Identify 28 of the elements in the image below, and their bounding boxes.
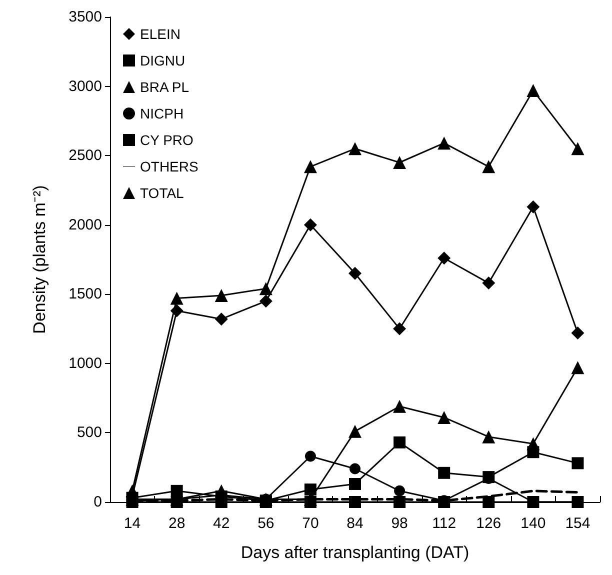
y-tick-label: 2000 xyxy=(68,216,102,234)
x-tick-label: 28 xyxy=(168,515,186,532)
x-tick-label: 98 xyxy=(391,515,408,532)
y-tick-label: 1000 xyxy=(68,354,102,372)
y-axis-title: Density (plants m⁻²) xyxy=(30,185,49,334)
y-tick-label: 0 xyxy=(94,494,102,510)
x-axis-title: Days after transplanting (DAT) xyxy=(240,543,470,562)
legend-label: BRA PL xyxy=(140,79,190,95)
y-tick-label: 1500 xyxy=(68,286,102,303)
x-tick-label: 154 xyxy=(565,515,590,532)
legend-label: ELEIN xyxy=(140,26,180,42)
y-tick-label: 500 xyxy=(76,424,102,442)
x-tick-label: 56 xyxy=(258,515,274,532)
legend-label: TOTAL xyxy=(140,185,184,201)
x-tick-label: 70 xyxy=(302,515,319,532)
x-tick-label: 14 xyxy=(124,515,141,532)
y-tick-label: 2500 xyxy=(68,147,102,164)
x-tick-label: 140 xyxy=(520,515,546,532)
legend-label: NICPH xyxy=(140,106,184,122)
y-tick-label: 3000 xyxy=(68,78,102,95)
x-tick-label: 126 xyxy=(476,515,502,532)
legend-label: CY PRO xyxy=(140,132,194,148)
legend-label: DIGNU xyxy=(140,52,186,68)
x-tick-label: 42 xyxy=(213,515,230,532)
y-tick-label: 3500 xyxy=(68,8,102,26)
x-tick-label: 84 xyxy=(346,515,364,532)
legend-label: OTHERS xyxy=(140,158,198,174)
x-tick-label: 112 xyxy=(432,515,456,532)
